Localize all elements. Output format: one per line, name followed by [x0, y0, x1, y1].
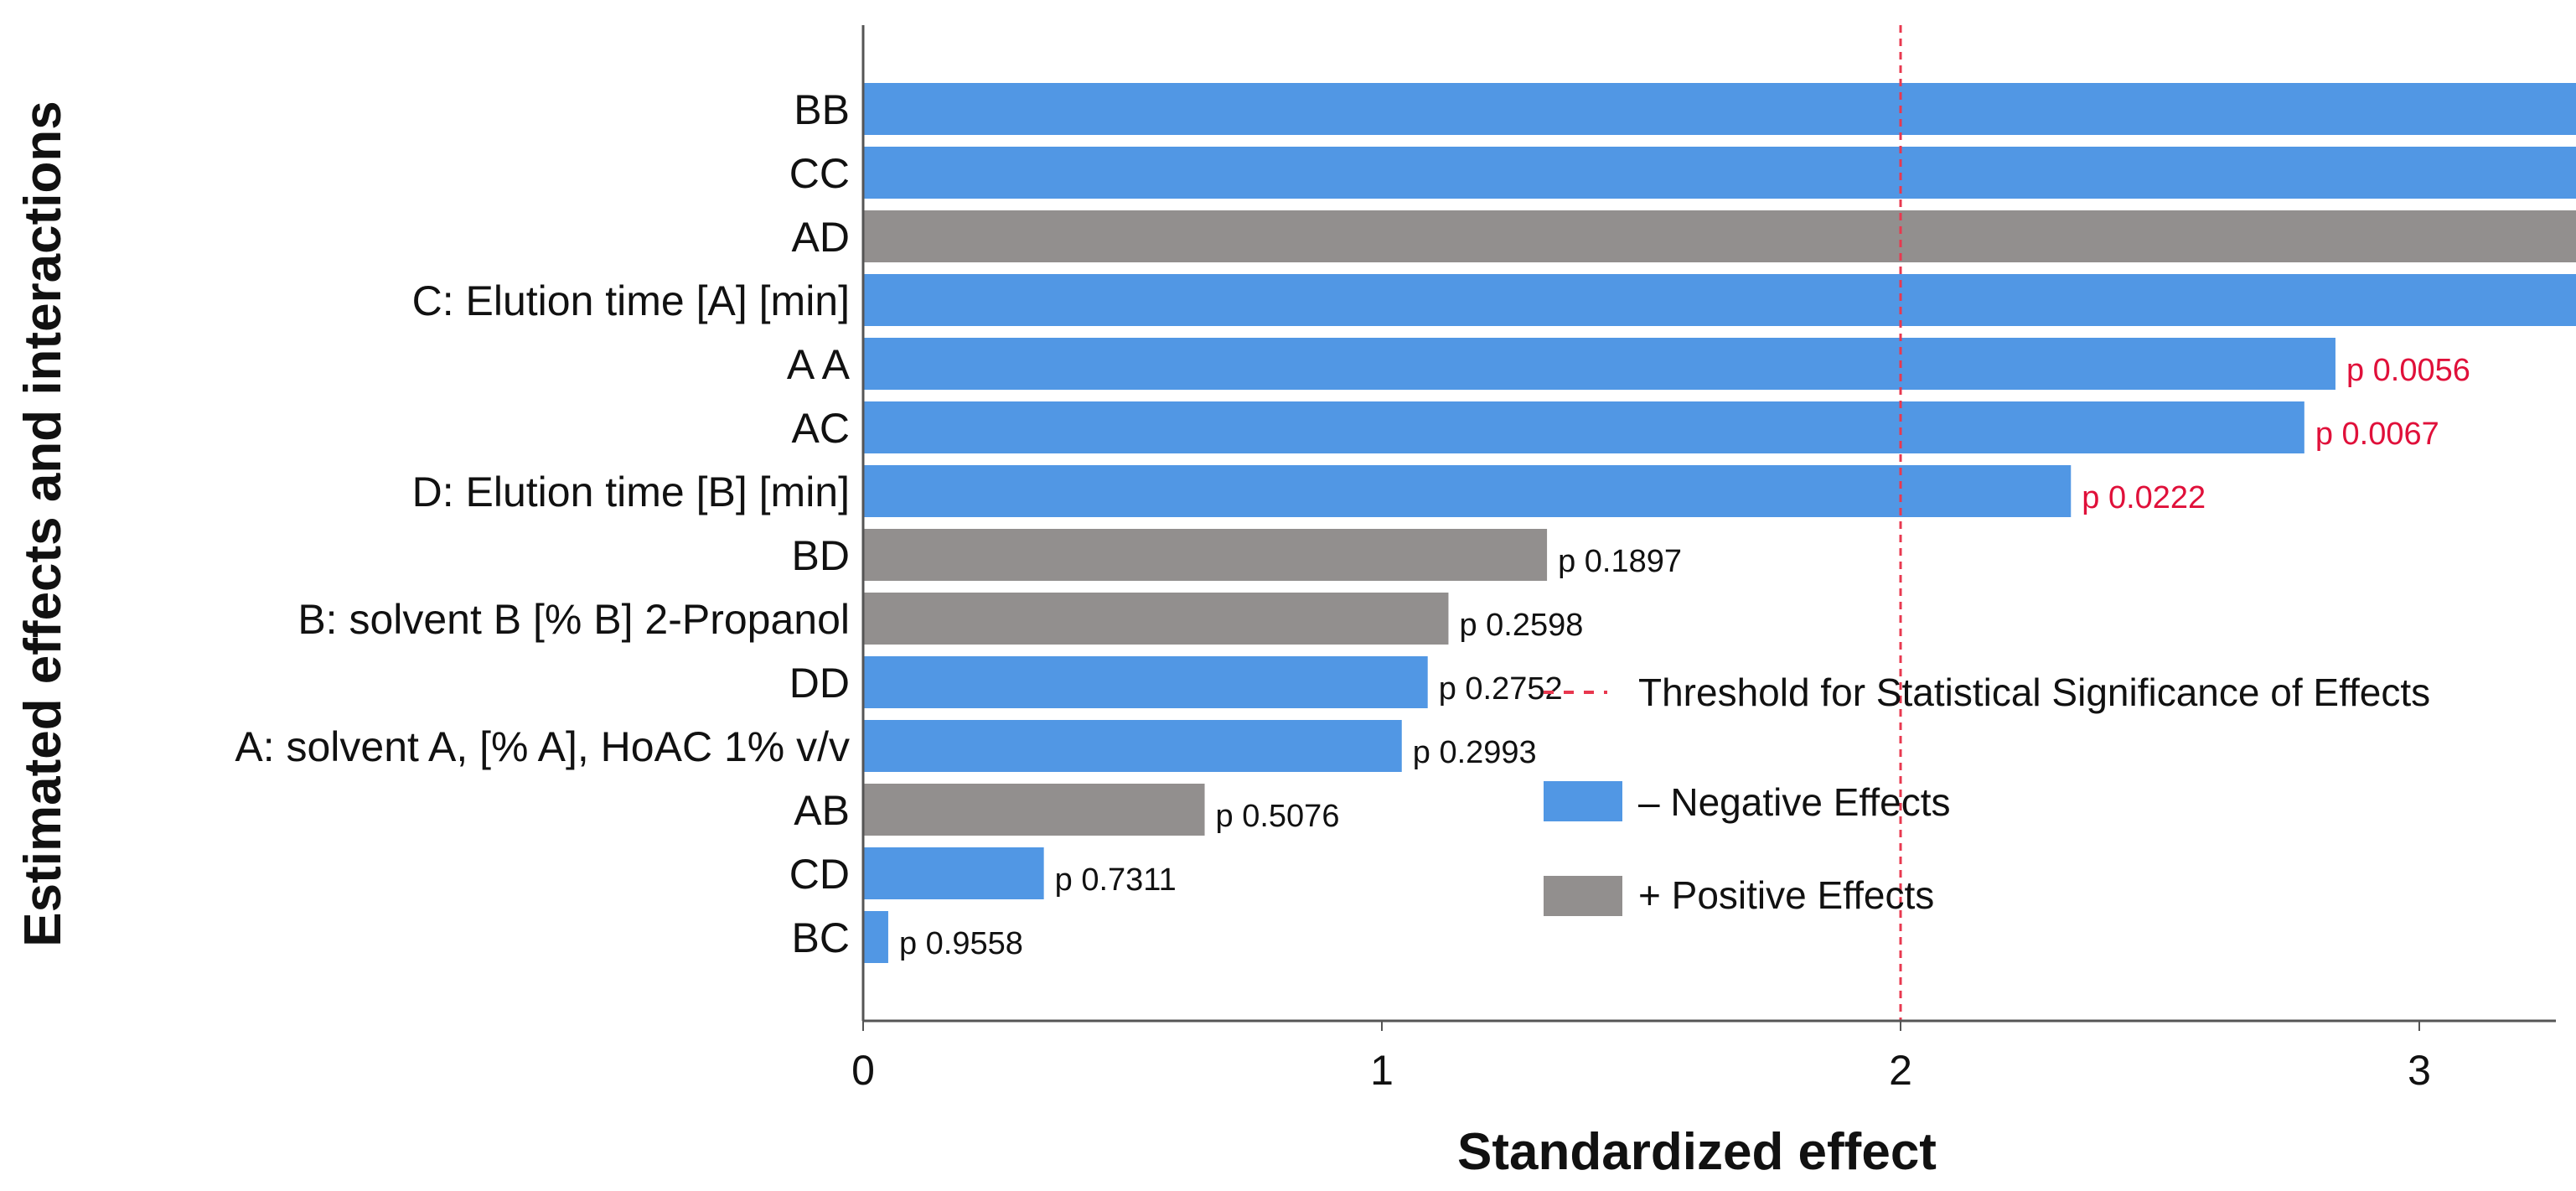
effect-bar: [862, 591, 1451, 646]
p-value-label: p 0.0056: [2346, 353, 2470, 388]
x-tick-label: 1: [1370, 1047, 1394, 1094]
p-value-label: p 0.2993: [1413, 735, 1537, 770]
effect-bar: [862, 718, 1404, 774]
category-label: A A: [787, 341, 851, 388]
x-tick-label: 2: [1889, 1047, 1912, 1094]
legend-positive-swatch: [1544, 876, 1622, 916]
legend-positive-label: + Positive Effects: [1638, 873, 1934, 917]
effect-bar: [862, 209, 2576, 264]
p-value-label: p 0.5076: [1216, 799, 1340, 834]
effect-bar: [862, 463, 2073, 519]
x-tick-label: 3: [2408, 1047, 2431, 1094]
p-value-label: p 0.2752: [1439, 671, 1563, 707]
category-label: A: solvent A, [% A], HoAC 1% v/v: [235, 723, 850, 770]
p-value-label: p 0.2598: [1459, 608, 1583, 643]
p-value-label: p 0.7311: [1055, 862, 1177, 898]
category-label: C: Elution time [A] [min]: [412, 277, 850, 324]
category-label: DD: [789, 660, 850, 707]
effect-bar: [862, 909, 890, 965]
effect-bar: [862, 655, 1430, 710]
effect-bar: [862, 400, 2306, 455]
p-value-label: p 0.0067: [2315, 417, 2439, 452]
effect-bar: [862, 782, 1207, 837]
category-label: D: Elution time [B] [min]: [412, 469, 850, 515]
category-label: B: solvent B [% B] 2-Propanol: [297, 596, 850, 643]
legend: Threshold for Statistical Significance o…: [1544, 671, 2430, 917]
x-axis-title: Standardized effect: [1457, 1123, 1937, 1181]
effect-bar: [862, 145, 2576, 200]
p-value-label: p 0.1897: [1558, 544, 1682, 579]
y-axis-title: Estimated effects and interactions: [14, 101, 72, 947]
effect-bar: [862, 846, 1046, 901]
legend-negative-label: – Negative Effects: [1638, 780, 1950, 824]
p-value-label: p 0.9558: [899, 926, 1023, 961]
legend-negative-swatch: [1544, 781, 1622, 821]
effect-bar: [862, 272, 2576, 328]
category-label: CC: [789, 150, 850, 197]
category-label: BB: [794, 86, 850, 133]
category-label: CD: [789, 851, 850, 898]
effect-bar: [862, 336, 2337, 391]
effect-bar: [862, 527, 1549, 583]
category-label: AC: [792, 405, 850, 452]
category-label: BD: [792, 532, 850, 579]
p-value-label: p 0.0222: [2082, 480, 2206, 515]
x-tick-label: 0: [851, 1047, 875, 1094]
effect-bar: [862, 81, 2576, 137]
category-label: AD: [792, 214, 850, 261]
category-label: AB: [794, 787, 850, 834]
category-label: BC: [792, 914, 850, 961]
legend-threshold-label: Threshold for Statistical Significance o…: [1638, 671, 2430, 714]
